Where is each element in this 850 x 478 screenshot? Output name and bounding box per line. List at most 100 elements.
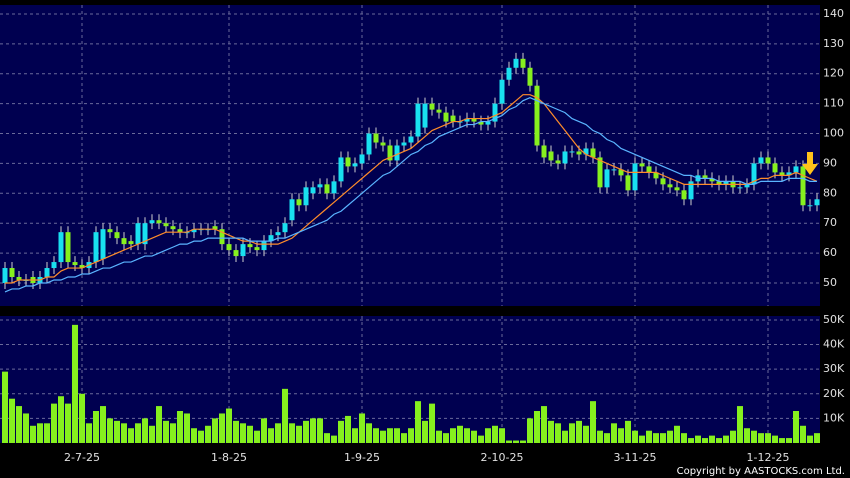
y2-tick-label: 30K [823, 362, 845, 375]
candle-body [387, 145, 393, 161]
volume-bar [597, 430, 603, 443]
volume-bar [471, 430, 477, 443]
candle-body [268, 235, 274, 242]
candle-body [485, 121, 491, 125]
candle-body [653, 172, 659, 179]
x-tick-label: 2-7-25 [64, 451, 100, 464]
candle-body [807, 205, 813, 207]
volume-bar [541, 406, 547, 443]
volume-bar [765, 433, 771, 443]
candle-body [156, 220, 162, 224]
volume-bar [2, 371, 8, 443]
volume-bar [23, 413, 29, 443]
candle-body [212, 226, 218, 230]
plot-layer: 2-7-25 1-8-25 1-9-25 2-10-25 3-11-25 1-12-25 5… [0, 5, 845, 464]
volume-bar [44, 423, 50, 443]
candle-body [562, 151, 568, 164]
volume-bar [646, 430, 652, 443]
volume-bar [184, 413, 190, 443]
y-tick-label: 90 [823, 156, 837, 169]
candle-body [632, 163, 638, 191]
volume-bar [401, 433, 407, 443]
candle-body [765, 157, 771, 164]
ma-line [5, 94, 818, 284]
candle-body [723, 181, 729, 185]
candle-body [800, 166, 806, 206]
volume-bar [443, 433, 449, 443]
candle-body [247, 244, 253, 248]
candle-body [331, 181, 337, 194]
volume-bar [625, 420, 631, 443]
candle-body [667, 184, 673, 188]
candle-body [254, 247, 260, 251]
volume-bar [499, 428, 505, 443]
volume-bar [639, 435, 645, 443]
y-tick-label: 60 [823, 246, 837, 259]
volume-bar [198, 430, 204, 443]
volume-bar [163, 420, 169, 443]
y-tick-label: 50 [823, 276, 837, 289]
volume-bar [681, 433, 687, 443]
volume-bar [233, 420, 239, 443]
volume-bar [58, 396, 64, 443]
volume-bar [296, 425, 302, 443]
y2-tick-label: 50K [823, 313, 845, 326]
volume-bar [149, 425, 155, 443]
volume-bar [674, 425, 680, 443]
candle-body [429, 103, 435, 110]
volume-bar [590, 401, 596, 443]
candle-body [345, 157, 351, 167]
candle-body [660, 178, 666, 185]
volume-bar [261, 418, 267, 443]
candle-body [65, 232, 71, 263]
x-tick-label: 2-10-25 [481, 451, 524, 464]
candle-body [100, 229, 106, 260]
volume-bar [534, 411, 540, 443]
candle-body [240, 244, 246, 257]
candle-body [72, 262, 78, 266]
volume-bar [415, 401, 421, 443]
volume-bar [695, 435, 701, 443]
y-tick-label: 80 [823, 186, 837, 199]
candle-body [646, 166, 652, 173]
y-tick-label: 130 [823, 37, 844, 50]
candle-body [527, 67, 533, 86]
candle-body [373, 133, 379, 143]
volume-bar [772, 435, 778, 443]
candle-body [401, 142, 407, 146]
y-tick-label: 100 [823, 127, 844, 140]
candle-body [16, 277, 22, 280]
candle-body [107, 229, 113, 233]
candle-body [44, 268, 50, 278]
volume-bar [93, 411, 99, 443]
volume-bar [562, 430, 568, 443]
candle-body [79, 265, 85, 269]
volume-bar [86, 423, 92, 443]
candle-body [58, 232, 64, 263]
candle-body [443, 112, 449, 122]
x-tick-label: 3-11-25 [614, 451, 657, 464]
x-tick-label: 1-8-25 [211, 451, 247, 464]
candle-body [149, 220, 155, 224]
volume-bar [128, 428, 134, 443]
candle-body [352, 163, 358, 167]
volume-bar [520, 440, 526, 443]
x-tick-label: 1-12-25 [747, 451, 790, 464]
volume-bar [408, 428, 414, 443]
candle-body [555, 160, 561, 164]
candle-body [625, 175, 631, 191]
candle-body [9, 268, 15, 278]
volume-bar [289, 423, 295, 443]
y2-tick-label: 40K [823, 338, 845, 351]
candle-body [548, 151, 554, 161]
volume-bar [751, 430, 757, 443]
candle-body [779, 172, 785, 176]
candle-body [177, 229, 183, 233]
candle-body [128, 241, 134, 245]
volume-bar [527, 418, 533, 443]
candle-body [478, 121, 484, 125]
volume-bar [359, 413, 365, 443]
candle-body [261, 241, 267, 251]
volume-bar [723, 435, 729, 443]
candle-body [639, 163, 645, 167]
